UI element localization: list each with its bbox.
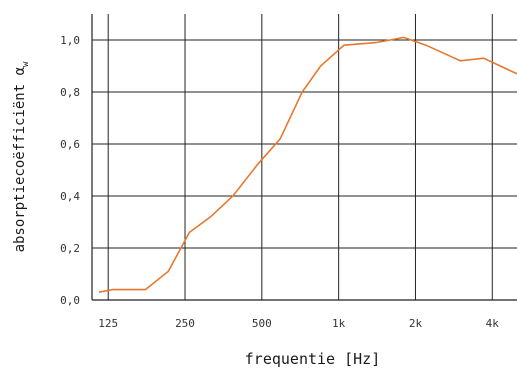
x-tick-label: 500	[252, 317, 272, 330]
x-tick-labels: 125 250 500 1k 2k 4k	[98, 317, 499, 330]
y-axis-label-subscript: w	[21, 61, 31, 67]
y-tick-label: 0,6	[60, 138, 80, 151]
y-tick-label: 0,0	[60, 294, 80, 307]
series-line	[98, 36, 517, 293]
x-tick-label: 250	[175, 317, 195, 330]
y-tick-label: 0,4	[60, 190, 80, 203]
x-axis-label: frequentie [Hz]	[245, 350, 380, 368]
x-tick-label: 4k	[486, 317, 500, 330]
y-tick-labels: 0,0 0,2 0,4 0,6 0,8 1,0	[60, 34, 80, 307]
y-tick-label: 0,2	[60, 242, 80, 255]
y-axis-label: absorptiecoëfficiënt αw	[12, 61, 31, 252]
y-tick-label: 0,8	[60, 86, 80, 99]
y-tick-label: 1,0	[60, 34, 80, 47]
x-tick-label: 2k	[409, 317, 423, 330]
x-tick-label: 1k	[332, 317, 346, 330]
x-tick-label: 125	[98, 317, 118, 330]
y-axis-label-main: absorptiecoëfficiënt α	[12, 66, 28, 252]
